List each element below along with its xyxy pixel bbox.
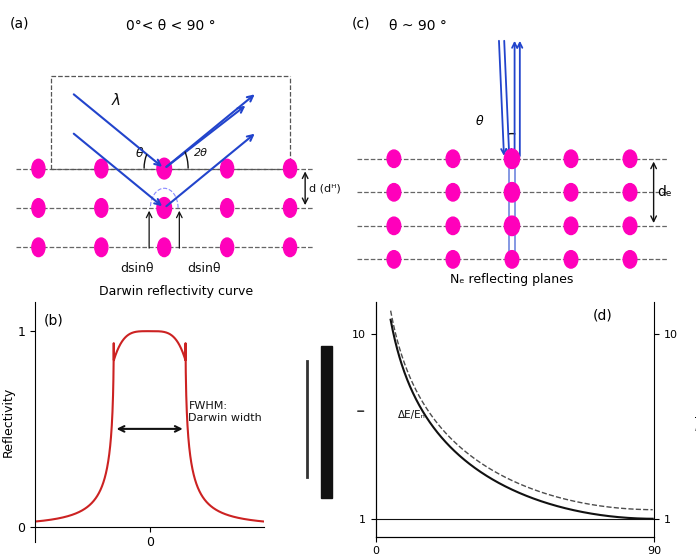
- Text: FWHM:
Darwin width: FWHM: Darwin width: [189, 401, 262, 423]
- Circle shape: [564, 183, 578, 201]
- Circle shape: [446, 183, 460, 201]
- Circle shape: [623, 250, 637, 268]
- Circle shape: [505, 216, 520, 235]
- Circle shape: [446, 150, 460, 168]
- Text: (c): (c): [351, 17, 370, 31]
- Text: Nₑ reflecting planes: Nₑ reflecting planes: [450, 273, 574, 286]
- Text: θ: θ: [475, 115, 483, 129]
- Circle shape: [387, 150, 401, 168]
- Y-axis label: Reflectivity: Reflectivity: [1, 387, 15, 457]
- Circle shape: [387, 250, 401, 268]
- Text: 2θ: 2θ: [194, 148, 208, 158]
- Y-axis label: $\dfrac{E}{E_n}$: $\dfrac{E}{E_n}$: [693, 401, 696, 437]
- Circle shape: [505, 150, 519, 168]
- Circle shape: [505, 183, 519, 201]
- Text: (a): (a): [10, 17, 30, 31]
- Circle shape: [283, 159, 296, 178]
- Circle shape: [623, 150, 637, 168]
- Circle shape: [95, 238, 108, 257]
- Circle shape: [387, 183, 401, 201]
- Circle shape: [505, 183, 520, 202]
- Text: ΔE/Eₙ: ΔE/Eₙ: [397, 410, 425, 420]
- Circle shape: [446, 217, 460, 235]
- Text: 0°< θ < 90 °: 0°< θ < 90 °: [126, 19, 215, 33]
- Text: dsinθ: dsinθ: [120, 262, 153, 274]
- Circle shape: [32, 238, 45, 257]
- Text: θ ~ 90 °: θ ~ 90 °: [389, 19, 447, 33]
- Circle shape: [221, 159, 234, 178]
- Circle shape: [221, 238, 234, 257]
- Circle shape: [564, 250, 578, 268]
- Circle shape: [32, 198, 45, 217]
- Text: (b): (b): [44, 314, 64, 328]
- Text: (d): (d): [593, 309, 612, 323]
- Text: λ: λ: [112, 93, 121, 108]
- Bar: [321, 345, 332, 499]
- Circle shape: [623, 183, 637, 201]
- Text: Darwin reflectivity curve: Darwin reflectivity curve: [99, 285, 253, 298]
- Circle shape: [158, 159, 171, 178]
- Text: dsinθ: dsinθ: [188, 262, 221, 274]
- Circle shape: [158, 238, 171, 257]
- Circle shape: [158, 198, 171, 217]
- Circle shape: [387, 217, 401, 235]
- Circle shape: [505, 217, 519, 235]
- Circle shape: [95, 159, 108, 178]
- Circle shape: [446, 250, 460, 268]
- Circle shape: [623, 217, 637, 235]
- Circle shape: [32, 159, 45, 178]
- Circle shape: [564, 150, 578, 168]
- Text: θ: θ: [135, 146, 143, 160]
- Circle shape: [283, 198, 296, 217]
- Circle shape: [505, 149, 520, 168]
- Circle shape: [283, 238, 296, 257]
- Circle shape: [95, 198, 108, 217]
- Text: dₑ: dₑ: [658, 185, 672, 200]
- Circle shape: [564, 217, 578, 235]
- Text: d (dᴴ): d (dᴴ): [309, 183, 340, 193]
- Circle shape: [221, 198, 234, 217]
- Circle shape: [157, 197, 171, 219]
- Circle shape: [157, 158, 171, 179]
- Circle shape: [505, 250, 519, 268]
